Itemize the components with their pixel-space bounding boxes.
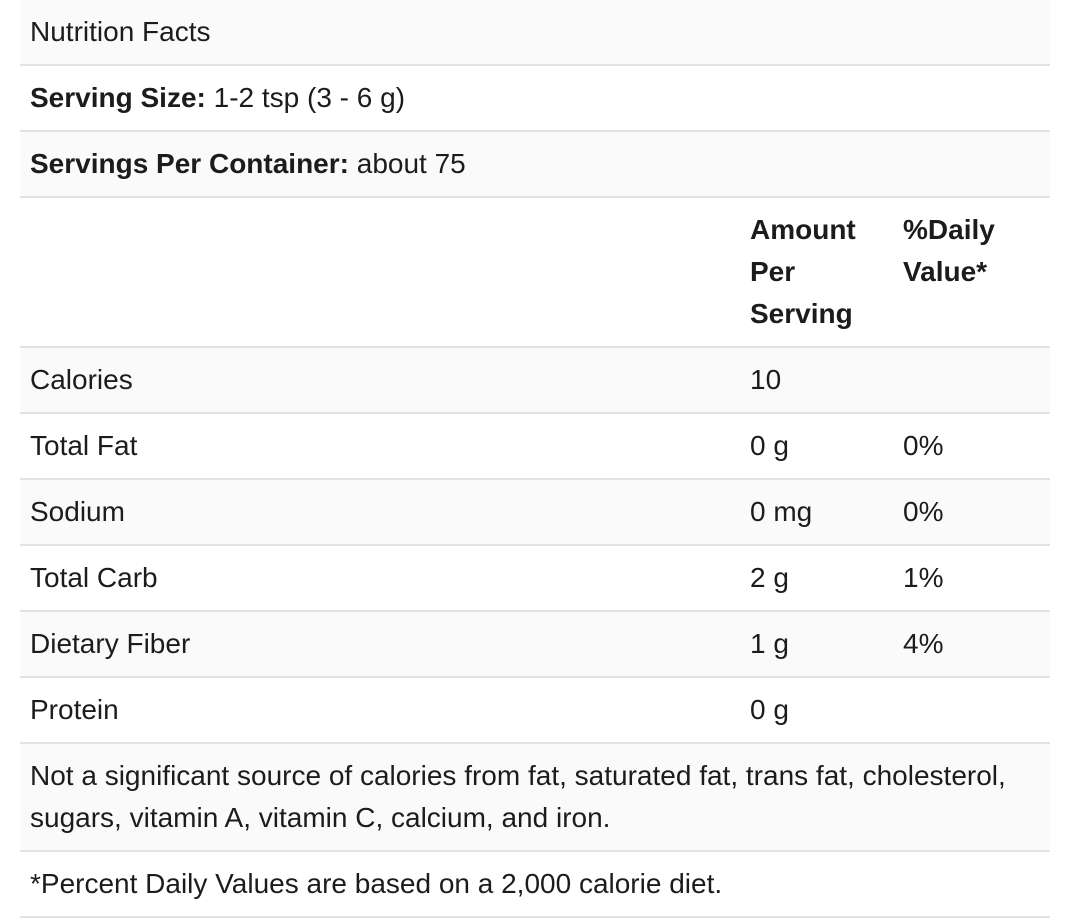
column-header-daily-value: %Daily Value* <box>893 197 1051 348</box>
nutrition-facts-table: Nutrition Facts Serving Size: 1-2 tsp (3… <box>20 0 1051 918</box>
servings-per-container-label: Servings Per Container: <box>30 148 349 179</box>
nutrient-amount: 10 <box>740 347 893 414</box>
table-row-protein: Protein 0 g <box>20 677 1051 744</box>
nutrient-name: Protein <box>20 677 740 744</box>
table-row-dietary-fiber: Dietary Fiber 1 g 4% <box>20 611 1051 678</box>
nutrition-facts-panel: Nutrition Facts Serving Size: 1-2 tsp (3… <box>20 0 1051 918</box>
serving-size-label: Serving Size: <box>30 82 206 113</box>
insignificant-sources-row: Not a significant source of calories fro… <box>20 743 1051 852</box>
nutrient-name: Sodium <box>20 479 740 546</box>
column-header-amount: Amount Per Serving <box>740 197 893 348</box>
column-header-nutrient <box>20 197 740 348</box>
servings-per-container-row: Servings Per Container: about 75 <box>20 131 1051 198</box>
servings-per-container-value: about 75 <box>356 148 466 179</box>
nutrient-daily-value: 1% <box>893 545 1051 612</box>
nutrient-amount: 2 g <box>740 545 893 612</box>
nutrient-amount: 1 g <box>740 611 893 678</box>
nutrient-amount: 0 g <box>740 677 893 744</box>
nutrient-amount: 0 mg <box>740 479 893 546</box>
serving-size-cell: Serving Size: 1-2 tsp (3 - 6 g) <box>20 65 1051 132</box>
percent-daily-values-row: *Percent Daily Values are based on a 2,0… <box>20 851 1051 918</box>
nutrient-daily-value: 0% <box>893 479 1051 546</box>
table-row-total-fat: Total Fat 0 g 0% <box>20 413 1051 480</box>
table-row-total-carb: Total Carb 2 g 1% <box>20 545 1051 612</box>
nutrient-name: Total Fat <box>20 413 740 480</box>
title-row: Nutrition Facts <box>20 0 1051 66</box>
page-title: Nutrition Facts <box>20 0 1051 66</box>
nutrient-daily-value: 4% <box>893 611 1051 678</box>
nutrient-daily-value <box>893 677 1051 744</box>
percent-daily-values-note: *Percent Daily Values are based on a 2,0… <box>20 851 1051 918</box>
insignificant-sources-note: Not a significant source of calories fro… <box>20 743 1051 852</box>
servings-per-container-cell: Servings Per Container: about 75 <box>20 131 1051 198</box>
column-header-row: Amount Per Serving %Daily Value* <box>20 197 1051 348</box>
table-row-sodium: Sodium 0 mg 0% <box>20 479 1051 546</box>
serving-size-row: Serving Size: 1-2 tsp (3 - 6 g) <box>20 65 1051 132</box>
nutrient-amount: 0 g <box>740 413 893 480</box>
nutrient-name: Calories <box>20 347 740 414</box>
nutrient-name: Total Carb <box>20 545 740 612</box>
serving-size-value: 1-2 tsp (3 - 6 g) <box>213 82 406 113</box>
nutrient-name: Dietary Fiber <box>20 611 740 678</box>
nutrient-daily-value: 0% <box>893 413 1051 480</box>
nutrient-daily-value <box>893 347 1051 414</box>
table-row-calories: Calories 10 <box>20 347 1051 414</box>
